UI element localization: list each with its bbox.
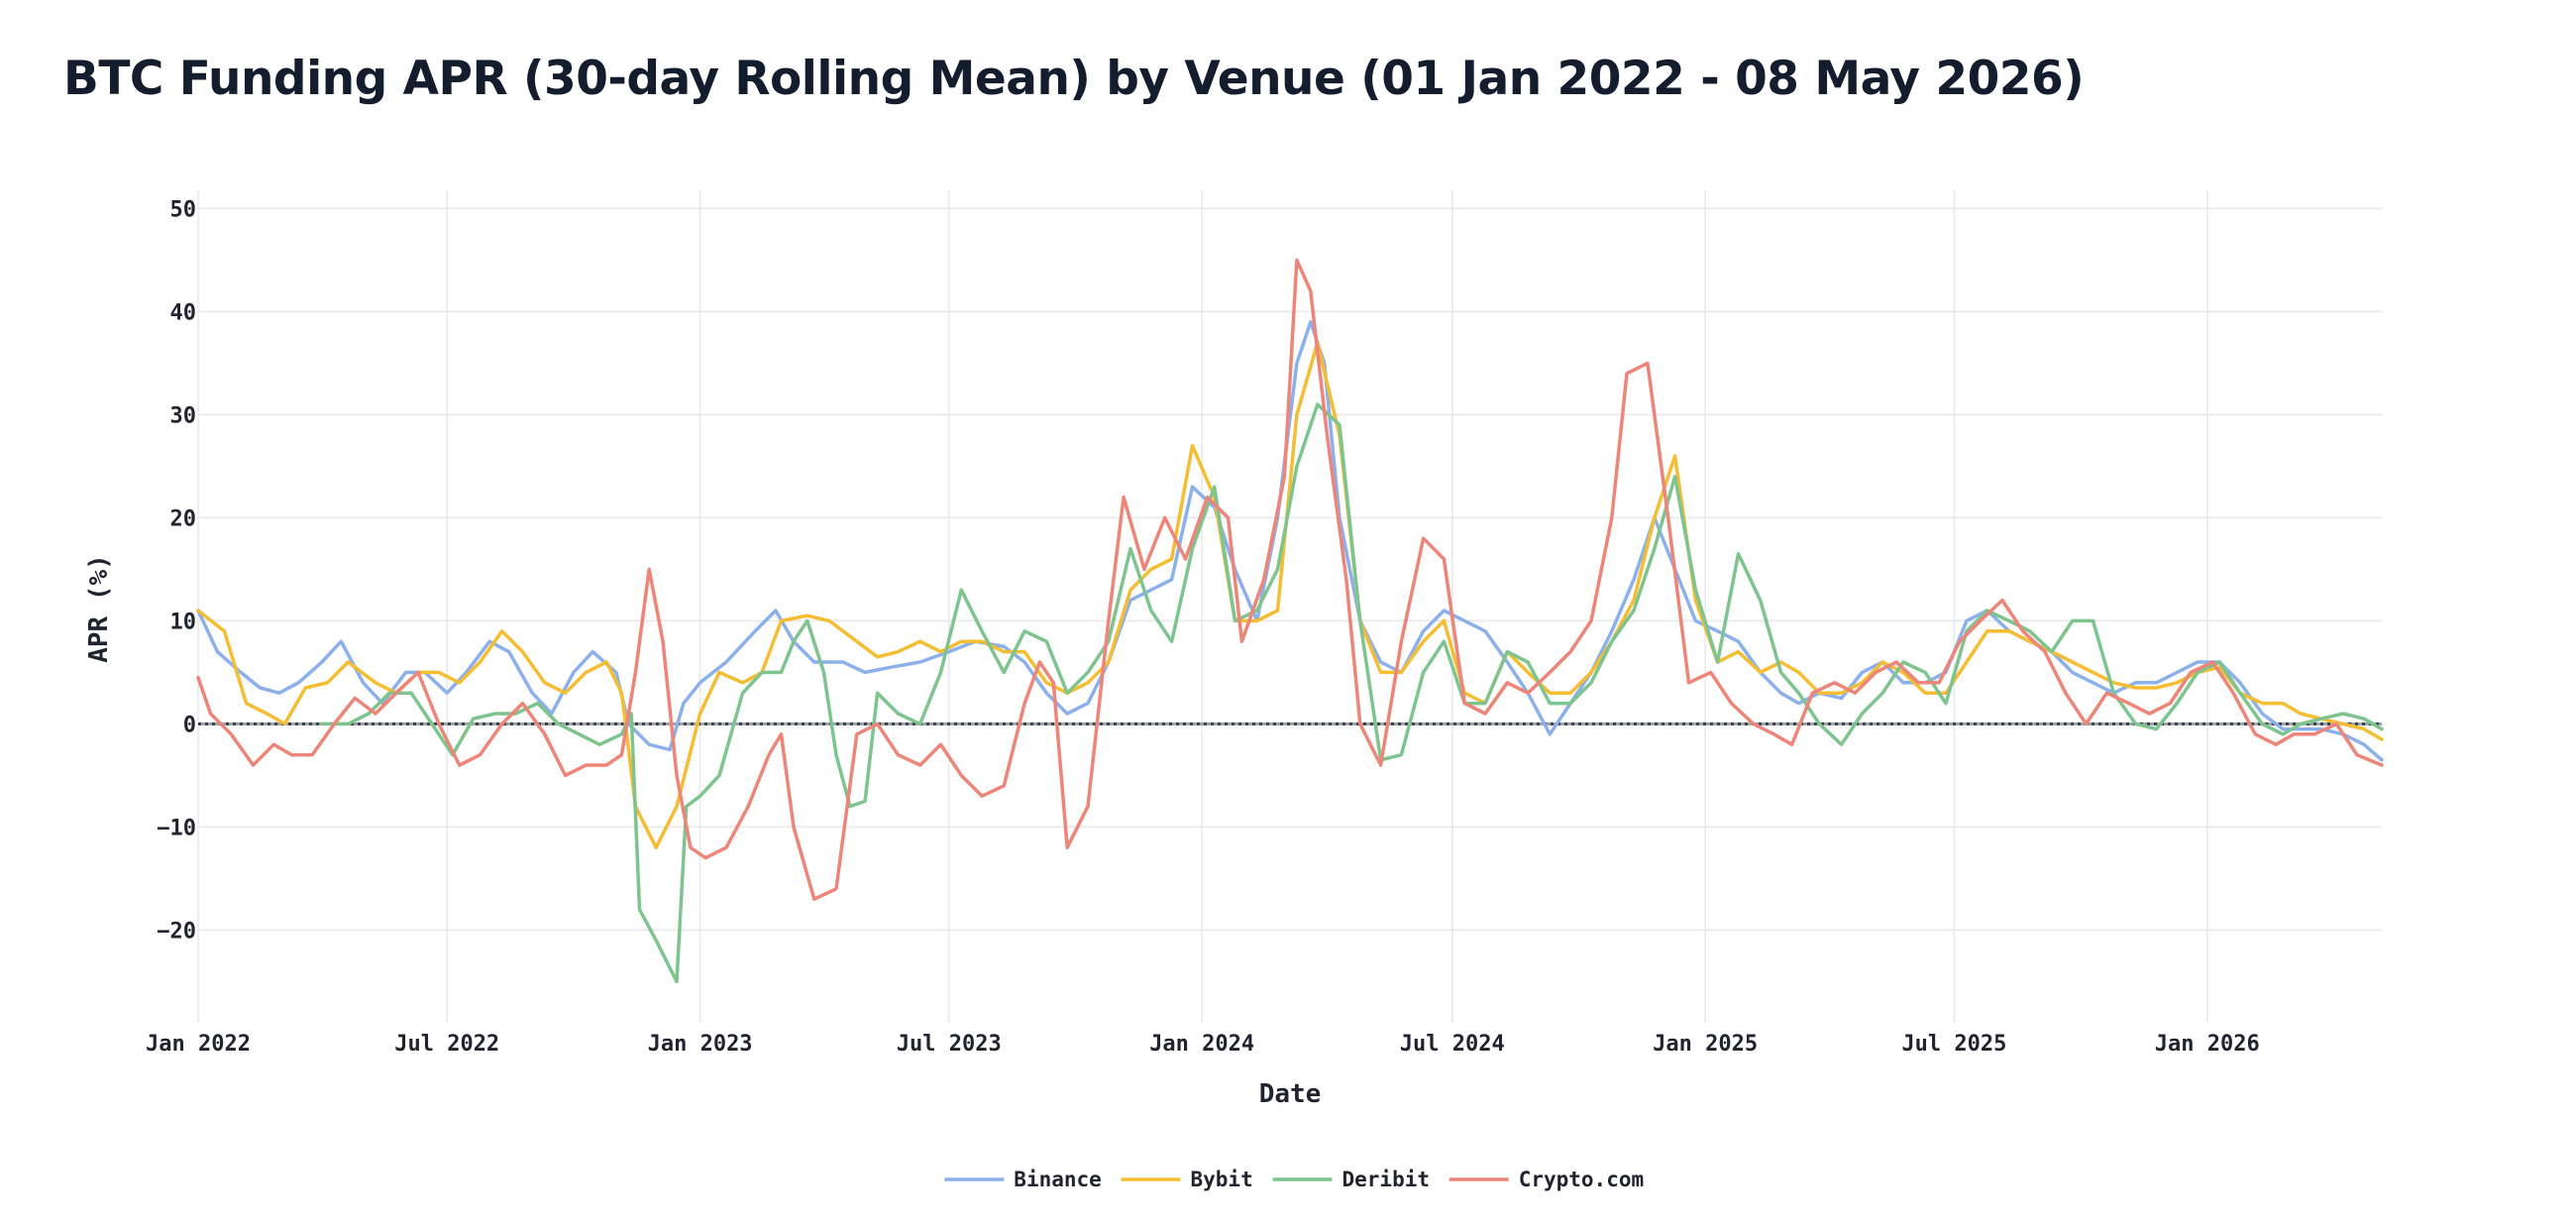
x-tick-label: Jan 2023 <box>648 1032 753 1057</box>
legend-item-deribit[interactable]: Deribit <box>1272 1168 1431 1191</box>
series-lines <box>196 258 2384 984</box>
y-axis-ticks: 50 40 30 20 10 0 −10 −20 <box>157 197 196 944</box>
y-tick-label: −20 <box>157 919 196 944</box>
x-tick-label: Jan 2026 <box>2155 1032 2260 1057</box>
series-line-bybit <box>196 340 2384 849</box>
x-tick-label: Jul 2022 <box>394 1032 499 1057</box>
series-line-deribit <box>320 402 2384 984</box>
y-axis-title: APR (%) <box>84 554 114 663</box>
y-tick-label: −10 <box>157 816 196 840</box>
y-tick-label: 20 <box>170 506 197 531</box>
legend-item-binance[interactable]: Binance <box>944 1168 1102 1191</box>
y-tick-label: 0 <box>183 713 196 737</box>
x-tick-label: Jan 2024 <box>1149 1032 1254 1057</box>
legend-label: Deribit <box>1342 1168 1431 1191</box>
legend-item-bybit[interactable]: Bybit <box>1121 1168 1253 1191</box>
legend-label: Bybit <box>1191 1168 1253 1191</box>
grid-lines <box>197 190 2382 1023</box>
y-tick-label: 50 <box>170 197 197 222</box>
legend-item-crypto-com[interactable]: Crypto.com <box>1449 1168 1644 1191</box>
legend-label: Binance <box>1014 1168 1102 1191</box>
x-tick-label: Jan 2022 <box>146 1032 251 1057</box>
y-tick-label: 30 <box>170 403 197 428</box>
x-tick-label: Jan 2025 <box>1653 1032 1758 1057</box>
x-axis-ticks: Jan 2022 Jul 2022 Jan 2023 Jul 2023 Jan 2024… <box>146 1032 2260 1057</box>
chart-title: BTC Funding APR (30-day Rolling Mean) by… <box>63 52 2085 106</box>
series-line-crypto-com <box>196 258 2384 901</box>
x-axis-title: Date <box>1259 1079 1322 1109</box>
x-tick-label: Jul 2024 <box>1400 1032 1505 1057</box>
legend: Binance Bybit Deribit Crypto.com <box>944 1168 1644 1191</box>
x-tick-label: Jul 2025 <box>1901 1032 2006 1057</box>
y-tick-label: 40 <box>170 300 197 325</box>
x-tick-label: Jul 2023 <box>897 1032 1002 1057</box>
y-tick-label: 10 <box>170 610 197 634</box>
legend-label: Crypto.com <box>1519 1168 1644 1191</box>
